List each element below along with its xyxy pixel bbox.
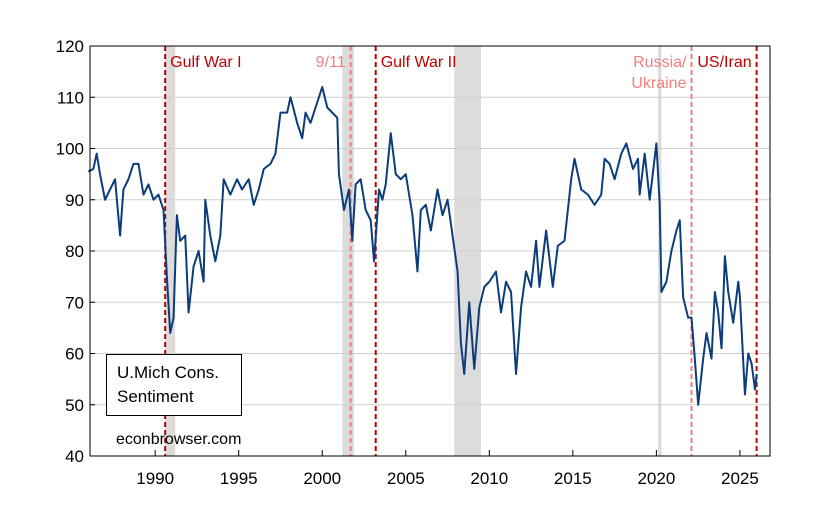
plot-frame <box>89 45 771 457</box>
x-tick-label: 2025 <box>721 469 759 488</box>
event-label: Gulf War I <box>170 54 241 71</box>
y-tick-label: 40 <box>65 447 84 466</box>
event-label: Ukraine <box>631 75 686 92</box>
x-tick-label: 2010 <box>470 469 508 488</box>
x-tick-label: 2005 <box>387 469 425 488</box>
y-tick-label: 80 <box>65 242 84 261</box>
event-label: Gulf War II <box>381 54 457 71</box>
x-tick-label: 1995 <box>220 469 258 488</box>
legend: U.Mich Cons. Sentiment <box>106 354 242 416</box>
y-tick-label: 100 <box>56 140 84 159</box>
event-label: Russia/ <box>633 54 687 71</box>
x-tick-label: 2020 <box>637 469 675 488</box>
x-tick-label: 1990 <box>136 469 174 488</box>
x-tick-label: 2000 <box>303 469 341 488</box>
annotation: econbrowser.com <box>116 431 241 448</box>
y-tick-label: 110 <box>57 88 84 107</box>
y-tick-label: 70 <box>65 293 84 312</box>
series-line <box>87 86 758 406</box>
y-tick-label: 90 <box>65 191 84 210</box>
y-tick-label: 60 <box>65 345 84 364</box>
x-tick-label: 2015 <box>554 469 592 488</box>
event-label: 9/11 <box>316 54 346 71</box>
y-tick-label: 120 <box>56 37 84 56</box>
event-label: US/Iran <box>697 54 751 71</box>
y-tick-label: 50 <box>65 396 84 415</box>
